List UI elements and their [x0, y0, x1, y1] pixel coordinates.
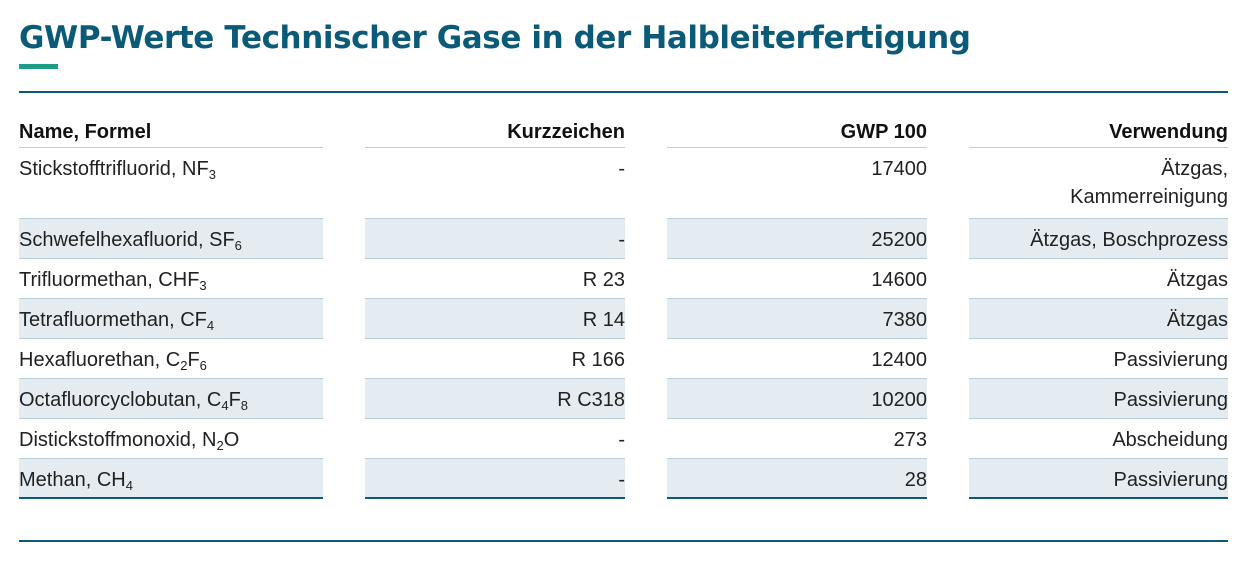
column-name: Name, Formel Stickstofftrifluorid, NF3 S… — [19, 112, 323, 499]
cell-gwp-5: 10200 — [667, 379, 927, 419]
bottom-rule — [19, 540, 1228, 542]
cell-gwp-1: 25200 — [667, 219, 927, 259]
cell-gwp-7: 28 — [667, 459, 927, 499]
cell-kurz-2: R 23 — [365, 259, 625, 299]
page-title: GWP-Werte Technischer Gase in der Halble… — [19, 20, 971, 56]
header-kurzzeichen: Kurzzeichen — [365, 112, 625, 148]
cell-kurz-6: - — [365, 419, 625, 459]
cell-kurz-3: R 14 — [365, 299, 625, 339]
cell-name-4: Hexafluorethan, C2F6 — [19, 339, 323, 379]
cell-name-0: Stickstofftrifluorid, NF3 — [19, 148, 323, 219]
cell-verwendung-5: Passivierung — [969, 379, 1228, 419]
cell-verwendung-3: Ätzgas — [969, 299, 1228, 339]
cell-name-3: Tetrafluormethan, CF4 — [19, 299, 323, 339]
cell-kurz-0: - — [365, 148, 625, 219]
cell-name-7: Methan, CH4 — [19, 459, 323, 499]
header-verwendung: Verwendung — [969, 112, 1228, 148]
cell-name-2: Trifluormethan, CHF3 — [19, 259, 323, 299]
cell-verwendung-7: Passivierung — [969, 459, 1228, 499]
cell-kurz-1: - — [365, 219, 625, 259]
cell-gwp-2: 14600 — [667, 259, 927, 299]
cell-gwp-3: 7380 — [667, 299, 927, 339]
cell-name-6: Distickstoffmonoxid, N2O — [19, 419, 323, 459]
cell-verwendung-2: Ätzgas — [969, 259, 1228, 299]
cell-verwendung-1: Ätzgas, Boschprozess — [969, 219, 1228, 259]
top-rule — [19, 91, 1228, 93]
cell-kurz-4: R 166 — [365, 339, 625, 379]
cell-kurz-5: R C318 — [365, 379, 625, 419]
cell-name-1: Schwefelhexafluorid, SF6 — [19, 219, 323, 259]
cell-verwendung-0: Ätzgas, Kammerreinigung — [969, 148, 1228, 219]
cell-name-5: Octafluorcyclobutan, C4F8 — [19, 379, 323, 419]
cell-gwp-6: 273 — [667, 419, 927, 459]
column-gwp: GWP 100 17400 25200 14600 7380 12400 102… — [667, 112, 927, 499]
column-kurzzeichen: Kurzzeichen - - R 23 R 14 R 166 R C318 -… — [365, 112, 625, 499]
cell-verwendung-6: Abscheidung — [969, 419, 1228, 459]
cell-kurz-7: - — [365, 459, 625, 499]
header-name: Name, Formel — [19, 112, 323, 148]
header-gwp: GWP 100 — [667, 112, 927, 148]
cell-verwendung-4: Passivierung — [969, 339, 1228, 379]
cell-gwp-0: 17400 — [667, 148, 927, 219]
cell-gwp-4: 12400 — [667, 339, 927, 379]
title-accent-bar — [19, 64, 58, 69]
column-verwendung: Verwendung Ätzgas, Kammerreinigung Ätzga… — [969, 112, 1228, 499]
